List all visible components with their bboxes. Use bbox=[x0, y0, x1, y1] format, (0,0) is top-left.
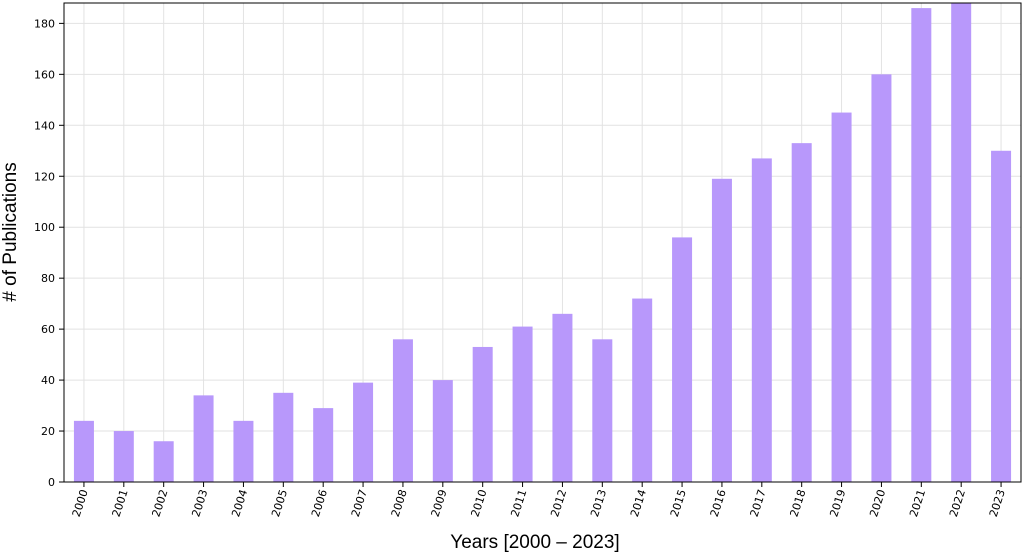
y-tick-label: 160 bbox=[34, 68, 55, 81]
bar-2001 bbox=[113, 431, 134, 482]
y-tick-label: 40 bbox=[41, 374, 55, 387]
bar-2004 bbox=[233, 420, 254, 482]
y-tick-label: 140 bbox=[34, 119, 55, 132]
x-tick-label: 2013 bbox=[588, 488, 609, 519]
bar-2014 bbox=[632, 298, 653, 482]
x-tick-label: 2001 bbox=[110, 488, 131, 519]
bar-2017 bbox=[751, 158, 772, 482]
bar-2020 bbox=[871, 74, 892, 482]
bar-2002 bbox=[153, 441, 174, 482]
y-tick-label: 120 bbox=[34, 170, 55, 183]
y-tick-label: 100 bbox=[34, 221, 55, 234]
x-tick-label: 2018 bbox=[788, 488, 809, 519]
axes bbox=[59, 2, 1022, 487]
x-tick-label: 2004 bbox=[229, 488, 250, 519]
x-tick-label: 2015 bbox=[668, 488, 689, 519]
y-tick-label: 0 bbox=[48, 476, 55, 489]
x-tick-label: 2003 bbox=[189, 488, 210, 519]
x-tick-label: 2017 bbox=[748, 488, 769, 519]
x-tick-label: 2009 bbox=[429, 488, 450, 519]
x-tick-label: 2014 bbox=[628, 488, 649, 519]
x-axis-title: Years [2000 – 2023] bbox=[450, 532, 619, 553]
y-tick-label: 20 bbox=[41, 425, 55, 438]
x-tick-label: 2019 bbox=[827, 488, 848, 519]
bar-2019 bbox=[831, 112, 852, 483]
bar-2010 bbox=[472, 346, 493, 482]
y-tick-label: 180 bbox=[34, 17, 55, 30]
bar-2009 bbox=[432, 380, 453, 482]
y-tick-labels: 0 20 40 60 80 100 120 140 160 180 bbox=[34, 17, 55, 489]
bar-2023 bbox=[991, 150, 1012, 482]
bar-2007 bbox=[353, 382, 374, 482]
x-tick-label: 2011 bbox=[508, 488, 529, 519]
x-tick-label: 2022 bbox=[947, 488, 968, 519]
x-tick-label: 2008 bbox=[389, 488, 410, 519]
bars bbox=[73, 3, 1012, 483]
bar-2015 bbox=[672, 237, 693, 482]
bar-2012 bbox=[552, 313, 573, 482]
bar-2022 bbox=[951, 3, 972, 482]
x-tick-label: 2012 bbox=[548, 488, 569, 519]
bar-2006 bbox=[313, 408, 334, 482]
y-axis-title: # of Publications bbox=[0, 162, 21, 301]
bar-2003 bbox=[193, 395, 214, 482]
x-tick-label: 2010 bbox=[469, 488, 490, 519]
bar-2016 bbox=[711, 178, 732, 482]
bar-2008 bbox=[392, 339, 413, 482]
x-tick-label: 2016 bbox=[708, 488, 729, 519]
bar-2000 bbox=[73, 420, 94, 482]
y-tick-label: 80 bbox=[41, 272, 55, 285]
y-tick-label: 60 bbox=[41, 323, 55, 336]
bar-2018 bbox=[791, 143, 812, 482]
x-tick-label: 2000 bbox=[70, 488, 91, 519]
bar-2013 bbox=[592, 339, 613, 482]
x-tick-labels: 2000 2001 2002 2003 2004 2005 2006 2007 2008 2009… bbox=[70, 488, 1008, 519]
bar-2005 bbox=[273, 392, 294, 482]
bar-2011 bbox=[512, 326, 533, 482]
plot-frame bbox=[63, 2, 1022, 483]
x-tick-label: 2023 bbox=[987, 488, 1008, 519]
x-tick-label: 2002 bbox=[150, 488, 171, 519]
x-tick-label: 2020 bbox=[867, 488, 888, 519]
x-tick-label: 2006 bbox=[309, 488, 330, 519]
x-tick-label: 2021 bbox=[907, 488, 928, 519]
x-tick-label: 2007 bbox=[349, 488, 370, 519]
x-tick-label: 2005 bbox=[269, 488, 290, 519]
bar-2021 bbox=[911, 8, 932, 483]
